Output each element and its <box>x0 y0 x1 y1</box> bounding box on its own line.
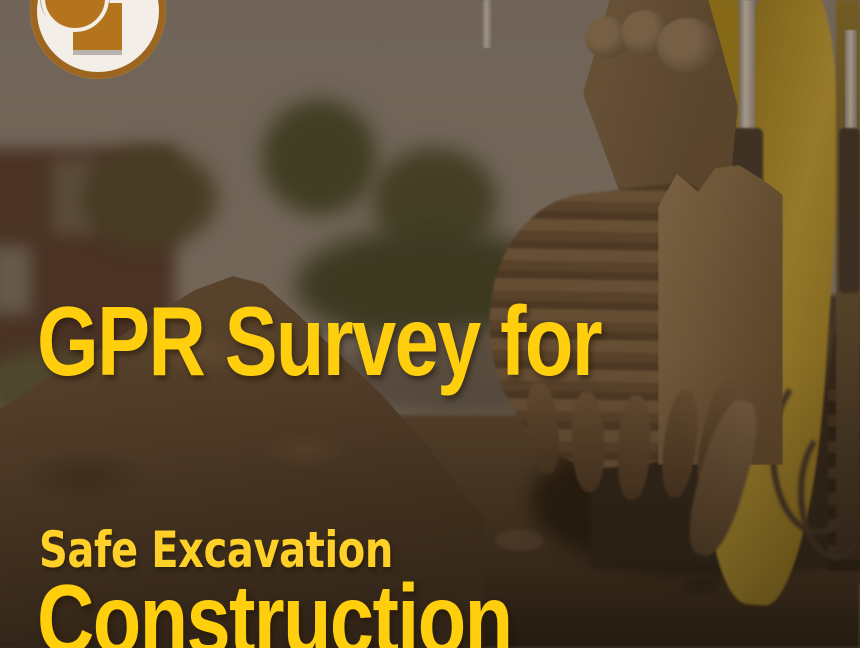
logo-triangle-icon <box>122 0 144 17</box>
headline-line-2: Construction <box>37 563 513 648</box>
logo-shadow-bar <box>73 50 122 55</box>
subheadline: Safe Excavation & Site Planning <box>39 400 393 648</box>
brand-logo <box>30 0 166 79</box>
headline: GPR Survey for Construction Projects <box>37 110 603 648</box>
subheadline-line-1: Safe Excavation <box>39 521 393 579</box>
headline-line-1: GPR Survey for <box>37 286 603 396</box>
